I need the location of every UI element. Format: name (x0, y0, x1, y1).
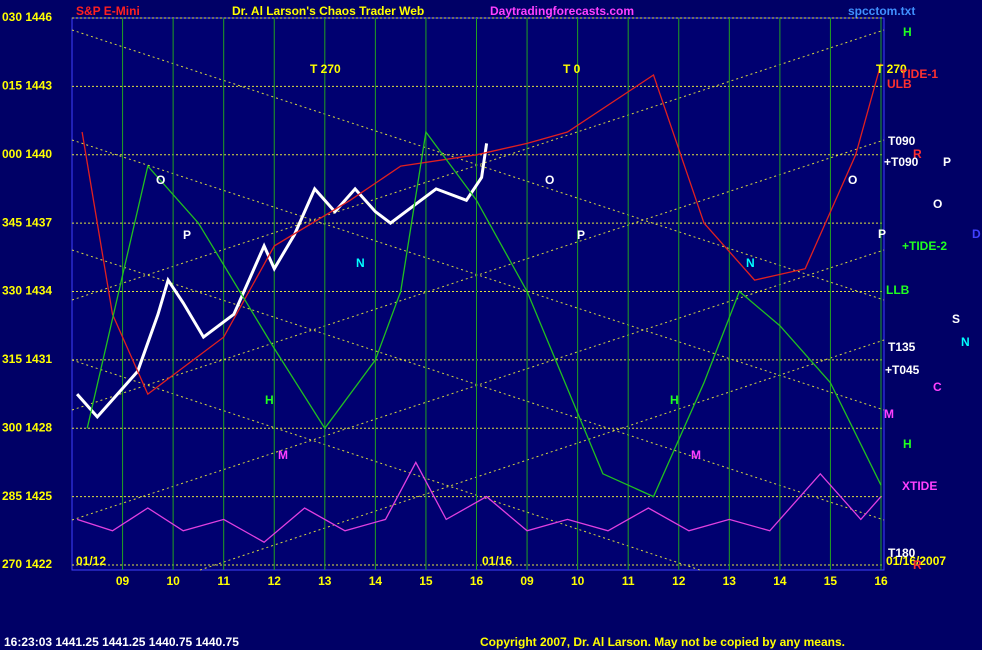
side-label: XTIDE (902, 479, 937, 493)
series-line (81, 63, 882, 396)
marker-label: H (265, 393, 274, 407)
date-label: 01/12 (76, 554, 106, 568)
y-tick-label: 315 1431 (2, 352, 52, 366)
x-tick-label: 11 (622, 574, 635, 588)
side-label: N (961, 335, 970, 349)
marker-label: O (545, 173, 554, 187)
x-tick-label: 16 (874, 574, 888, 588)
x-tick-label: 12 (268, 574, 282, 588)
side-label: ULB (887, 77, 912, 91)
date-label: 01/16/2007 (886, 554, 946, 568)
marker-label: T 270 (310, 62, 341, 76)
side-label: T135 (888, 340, 916, 354)
x-tick-label: 14 (773, 574, 787, 588)
marker-label: T 270 (876, 62, 907, 76)
y-tick-label: 000 1440 (2, 147, 52, 161)
angle-lines (71, 29, 885, 571)
side-label: +T090 (884, 155, 919, 169)
y-tick-label: 030 1446 (2, 10, 52, 24)
side-label: T090 (888, 134, 916, 148)
marker-label: N (356, 256, 365, 270)
side-label: M (884, 407, 894, 421)
side-label: H (903, 437, 912, 451)
y-tick-label: 270 1422 (2, 557, 52, 571)
file: spcctom.txt (848, 4, 915, 18)
x-tick-label: 15 (419, 574, 433, 588)
x-tick-label: 15 (824, 574, 838, 588)
chart-title: Dr. Al Larson's Chaos Trader Web (232, 4, 424, 18)
date-label: 01/16 (482, 554, 512, 568)
x-tick-label: 16 (470, 574, 484, 588)
plot-area (71, 17, 885, 571)
y-tick-label: 345 1437 (2, 215, 52, 229)
x-tick-label: 14 (369, 574, 383, 588)
side-label: H (903, 25, 912, 39)
side-label: O (933, 197, 942, 211)
side-label: S (952, 312, 960, 326)
side-label: P (878, 227, 886, 241)
x-tick-label: 13 (318, 574, 332, 588)
side-label: R (913, 558, 922, 572)
series-line (86, 130, 882, 498)
marker-label: M (278, 448, 288, 462)
y-tick-label: 285 1425 (2, 489, 52, 503)
x-tick-label: 12 (672, 574, 686, 588)
x-tick-label: 13 (723, 574, 737, 588)
side-label: P (943, 155, 951, 169)
marker-label: P (577, 228, 585, 242)
x-tick-label: 09 (116, 574, 130, 588)
marker-label: N (746, 256, 755, 270)
marker-label: H (670, 393, 679, 407)
marker-label: M (691, 448, 701, 462)
marker-label: O (848, 173, 857, 187)
status: 16:23:03 1441.25 1441.25 1440.75 1440.75 (4, 635, 239, 649)
x-tick-label: 10 (166, 574, 180, 588)
y-tick-label: 015 1443 (2, 79, 52, 93)
series-line (76, 461, 882, 543)
side-label: D (972, 227, 981, 241)
side-label: TIDE-1 (900, 67, 938, 81)
side-label: C (933, 380, 942, 394)
x-tick-label: 09 (520, 574, 534, 588)
side-label: +TIDE-2 (902, 239, 947, 253)
x-tick-label: 10 (571, 574, 585, 588)
y-tick-label: 300 1428 (2, 420, 52, 434)
marker-label: T 0 (563, 62, 581, 76)
side-label: +T045 (885, 363, 920, 377)
series-line (75, 143, 489, 420)
side-label: R (913, 147, 922, 161)
copyright: Copyright 2007, Dr. Al Larson. May not b… (480, 635, 845, 649)
marker-label: P (183, 228, 191, 242)
x-tick-label: 11 (217, 574, 230, 588)
side-label: LLB (886, 283, 910, 297)
marker-label: O (156, 173, 165, 187)
symbol: S&P E-Mini (76, 4, 140, 18)
side-label: T180 (888, 546, 916, 560)
site: Daytradingforecasts.com (490, 4, 634, 18)
y-tick-label: 330 1434 (2, 284, 52, 298)
